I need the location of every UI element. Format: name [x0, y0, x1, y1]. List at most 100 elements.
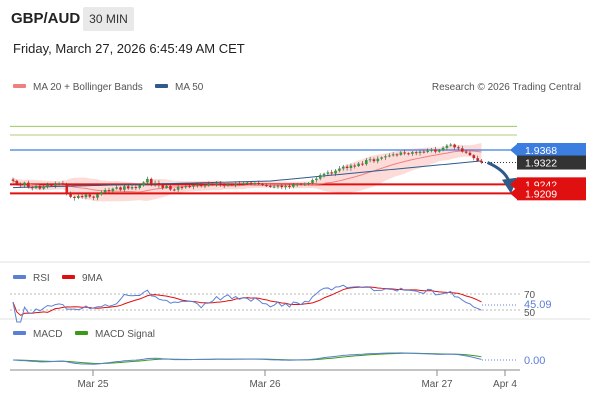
- rsi-legend-label: RSI: [33, 273, 50, 284]
- candle-body: [472, 155, 476, 159]
- candle-body: [338, 168, 341, 171]
- candle-body: [203, 185, 207, 187]
- candle-body: [468, 152, 472, 156]
- candle-body: [407, 153, 410, 155]
- candle-body: [92, 196, 95, 198]
- x-label-mar27: Mar 27: [421, 379, 453, 390]
- candle-body: [349, 165, 353, 168]
- candle-body: [119, 187, 122, 190]
- candle-body: [138, 185, 142, 188]
- timeframe-button[interactable]: 30 MIN: [83, 7, 134, 31]
- candle-body: [460, 148, 464, 152]
- candle-body: [376, 158, 380, 162]
- x-label-mar26: Mar 26: [249, 379, 281, 390]
- macd-signal-legend-label: MACD Signal: [95, 329, 155, 340]
- candle-body: [253, 182, 257, 185]
- candle-body: [437, 150, 441, 152]
- candle-body: [303, 183, 307, 185]
- candle-body: [242, 183, 245, 185]
- candle-body: [307, 182, 310, 184]
- level-label-5: 1.9209: [525, 188, 557, 200]
- rsi-current-value: 45.09: [524, 299, 552, 311]
- bollinger-legend-label: MA 20 + Bollinger Bands: [33, 82, 143, 93]
- candle-body: [480, 160, 483, 163]
- candle-body: [315, 178, 318, 180]
- rsi-legend-swatch: [13, 275, 26, 279]
- candle-body: [311, 179, 314, 183]
- projection-arrow-shaft: [486, 161, 511, 183]
- candle-body: [445, 145, 449, 148]
- candle-body: [399, 152, 403, 155]
- candle-body: [69, 193, 72, 197]
- candle-body: [341, 166, 345, 169]
- bollinger-band: [13, 142, 482, 202]
- candle-body: [107, 190, 111, 192]
- chart-datetime: Friday, March 27, 2026 6:45:49 AM CET: [13, 41, 245, 56]
- rsi-line: [12, 284, 482, 323]
- candle-body: [80, 196, 84, 198]
- candle-body: [184, 186, 188, 188]
- candles: [11, 143, 483, 201]
- level-label-0: 1.9455: [525, 121, 557, 133]
- candle-body: [364, 160, 368, 165]
- research-credit: Research © 2026 Trading Central: [432, 82, 581, 93]
- ma50-legend-swatch: [155, 84, 168, 88]
- candle-body: [76, 196, 80, 198]
- rsi-tick-70: 70: [524, 290, 536, 301]
- candle-body: [130, 187, 134, 189]
- candle-body: [192, 185, 195, 187]
- candle-body: [103, 190, 107, 193]
- rsi-ma-legend-swatch: [62, 275, 75, 279]
- candle-body: [441, 147, 445, 150]
- candle-body: [276, 185, 280, 187]
- candle-body: [115, 187, 118, 189]
- candle-body: [326, 172, 330, 174]
- candle-body: [188, 186, 191, 188]
- candle-body: [318, 175, 322, 179]
- candle-body: [196, 184, 199, 186]
- candle-body: [126, 186, 130, 189]
- rsi-legend: RSI 9MA: [13, 273, 103, 284]
- candle-body: [299, 183, 303, 185]
- candle-body: [411, 152, 414, 154]
- candle-body: [384, 156, 387, 158]
- candle-body: [414, 152, 418, 154]
- candle-body: [157, 182, 161, 186]
- candle-body: [430, 149, 433, 151]
- candle-body: [434, 149, 437, 152]
- candle-body: [65, 184, 69, 194]
- rsi-ma-legend-label: 9MA: [82, 273, 103, 284]
- candle-body: [172, 189, 176, 191]
- candle-body: [30, 187, 34, 189]
- candle-body: [211, 184, 214, 186]
- candle-body: [361, 163, 364, 165]
- candle-body: [476, 158, 479, 161]
- candle-body: [257, 182, 261, 185]
- candle-body: [391, 154, 395, 156]
- candle-body: [123, 186, 126, 190]
- candle-body: [176, 187, 180, 190]
- rsi-ma-line: [12, 286, 482, 316]
- candle-body: [265, 185, 268, 187]
- candle-body: [295, 183, 299, 185]
- pivot-label-box: [517, 143, 586, 157]
- candle-body: [249, 182, 253, 185]
- bollinger-legend-swatch: [13, 84, 26, 88]
- x-label-mar25: Mar 25: [77, 379, 109, 390]
- bollinger-band-fill: [13, 142, 482, 202]
- candle-body: [23, 182, 26, 186]
- candle-body: [27, 182, 30, 188]
- x-label-apr4: Apr 4: [493, 379, 517, 390]
- candle-body: [88, 194, 92, 197]
- candle-body: [353, 165, 357, 167]
- candle-body: [96, 194, 99, 198]
- candle-body: [180, 187, 184, 189]
- symbol-title: GBP/AUD: [11, 10, 81, 27]
- candle-body: [219, 183, 222, 185]
- candle-body: [238, 183, 241, 185]
- candle-body: [464, 151, 468, 153]
- candle-body: [268, 185, 272, 187]
- candle-body: [161, 185, 165, 188]
